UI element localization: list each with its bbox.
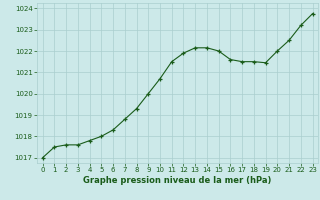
X-axis label: Graphe pression niveau de la mer (hPa): Graphe pression niveau de la mer (hPa)	[84, 176, 272, 185]
